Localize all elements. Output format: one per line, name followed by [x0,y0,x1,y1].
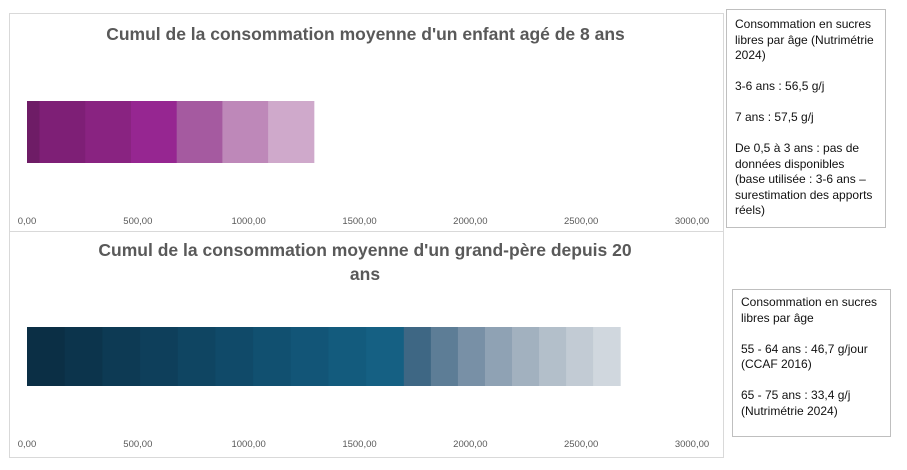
tick-label-1-4: 2000,00 [453,439,488,450]
bar-segment-0-6 [268,101,315,163]
bar-segment-1-7 [290,327,329,386]
bar-segment-1-1 [64,327,103,386]
tick-label-0-5: 2500,00 [563,216,599,227]
chart-title-grandfather: Cumul de la consommation moyenne d'un gr… [98,240,632,284]
bar-segment-1-14 [512,327,540,386]
tick-label-1-1: 500,00 [123,439,153,450]
note-grandfather: Consommation en sucres libres par âge 55… [732,289,891,437]
tick-label-1-0: 0,00 [17,439,37,450]
tick-label-0-3: 1500,00 [342,216,377,227]
note-child: Consommation en sucres libres par âge (N… [726,9,886,228]
tick-label-1-6: 3000,00 [674,439,710,450]
bar-segment-0-0 [27,101,41,163]
note-grandfather-55-64: 55 - 64 ans : 46,7 g/jour (CCAF 2016) [741,341,868,372]
tick-label-1-5: 2500,00 [563,439,599,450]
bar-segment-1-17 [593,327,621,386]
tick-label-0-6: 3000,00 [674,216,710,227]
bar-segment-0-3 [130,101,178,163]
bar-segment-1-16 [566,327,594,386]
note-child-3-6: 3-6 ans : 56,5 g/j [735,79,825,93]
bar-segment-1-12 [457,327,486,386]
bar-segment-1-4 [177,327,216,386]
bar-segment-1-6 [253,327,292,386]
bar-segment-1-3 [140,327,179,386]
tick-label-0-0: 0,00 [17,216,37,227]
bar-segment-0-5 [222,101,269,163]
bar-segment-1-15 [539,327,567,386]
tick-label-0-4: 2000,00 [453,216,488,227]
bar-segment-0-1 [39,101,86,163]
note-child-0-3: De 0,5 à 3 ans : pas de données disponib… [735,141,873,217]
tick-label-0-2: 1000,00 [231,216,266,227]
bar-segment-1-8 [328,327,367,386]
bar-segment-1-10 [403,327,432,386]
note-child-title: Consommation en sucres libres par âge (N… [735,17,874,62]
note-grandfather-title: Consommation en sucres libres par âge [741,295,878,325]
note-grandfather-65-75: 65 - 75 ans : 33,4 g/j (Nutrimétrie 2024… [741,388,851,418]
bar-segment-0-4 [176,101,223,163]
bar-segment-1-11 [430,327,459,386]
bar-segment-1-2 [102,327,141,386]
chart-title-child: Cumul de la consommation moyenne d'un en… [106,24,625,44]
bar-segment-1-9 [366,327,405,386]
bar-segment-1-0 [27,327,66,386]
bar-segment-1-13 [484,327,513,386]
tick-label-0-1: 500,00 [123,216,153,227]
bar-segment-1-5 [215,327,254,386]
tick-label-1-2: 1000,00 [231,439,266,450]
bar-segment-0-2 [85,101,132,163]
note-child-7: 7 ans : 57,5 g/j [735,110,814,124]
tick-label-1-3: 1500,00 [342,439,377,450]
